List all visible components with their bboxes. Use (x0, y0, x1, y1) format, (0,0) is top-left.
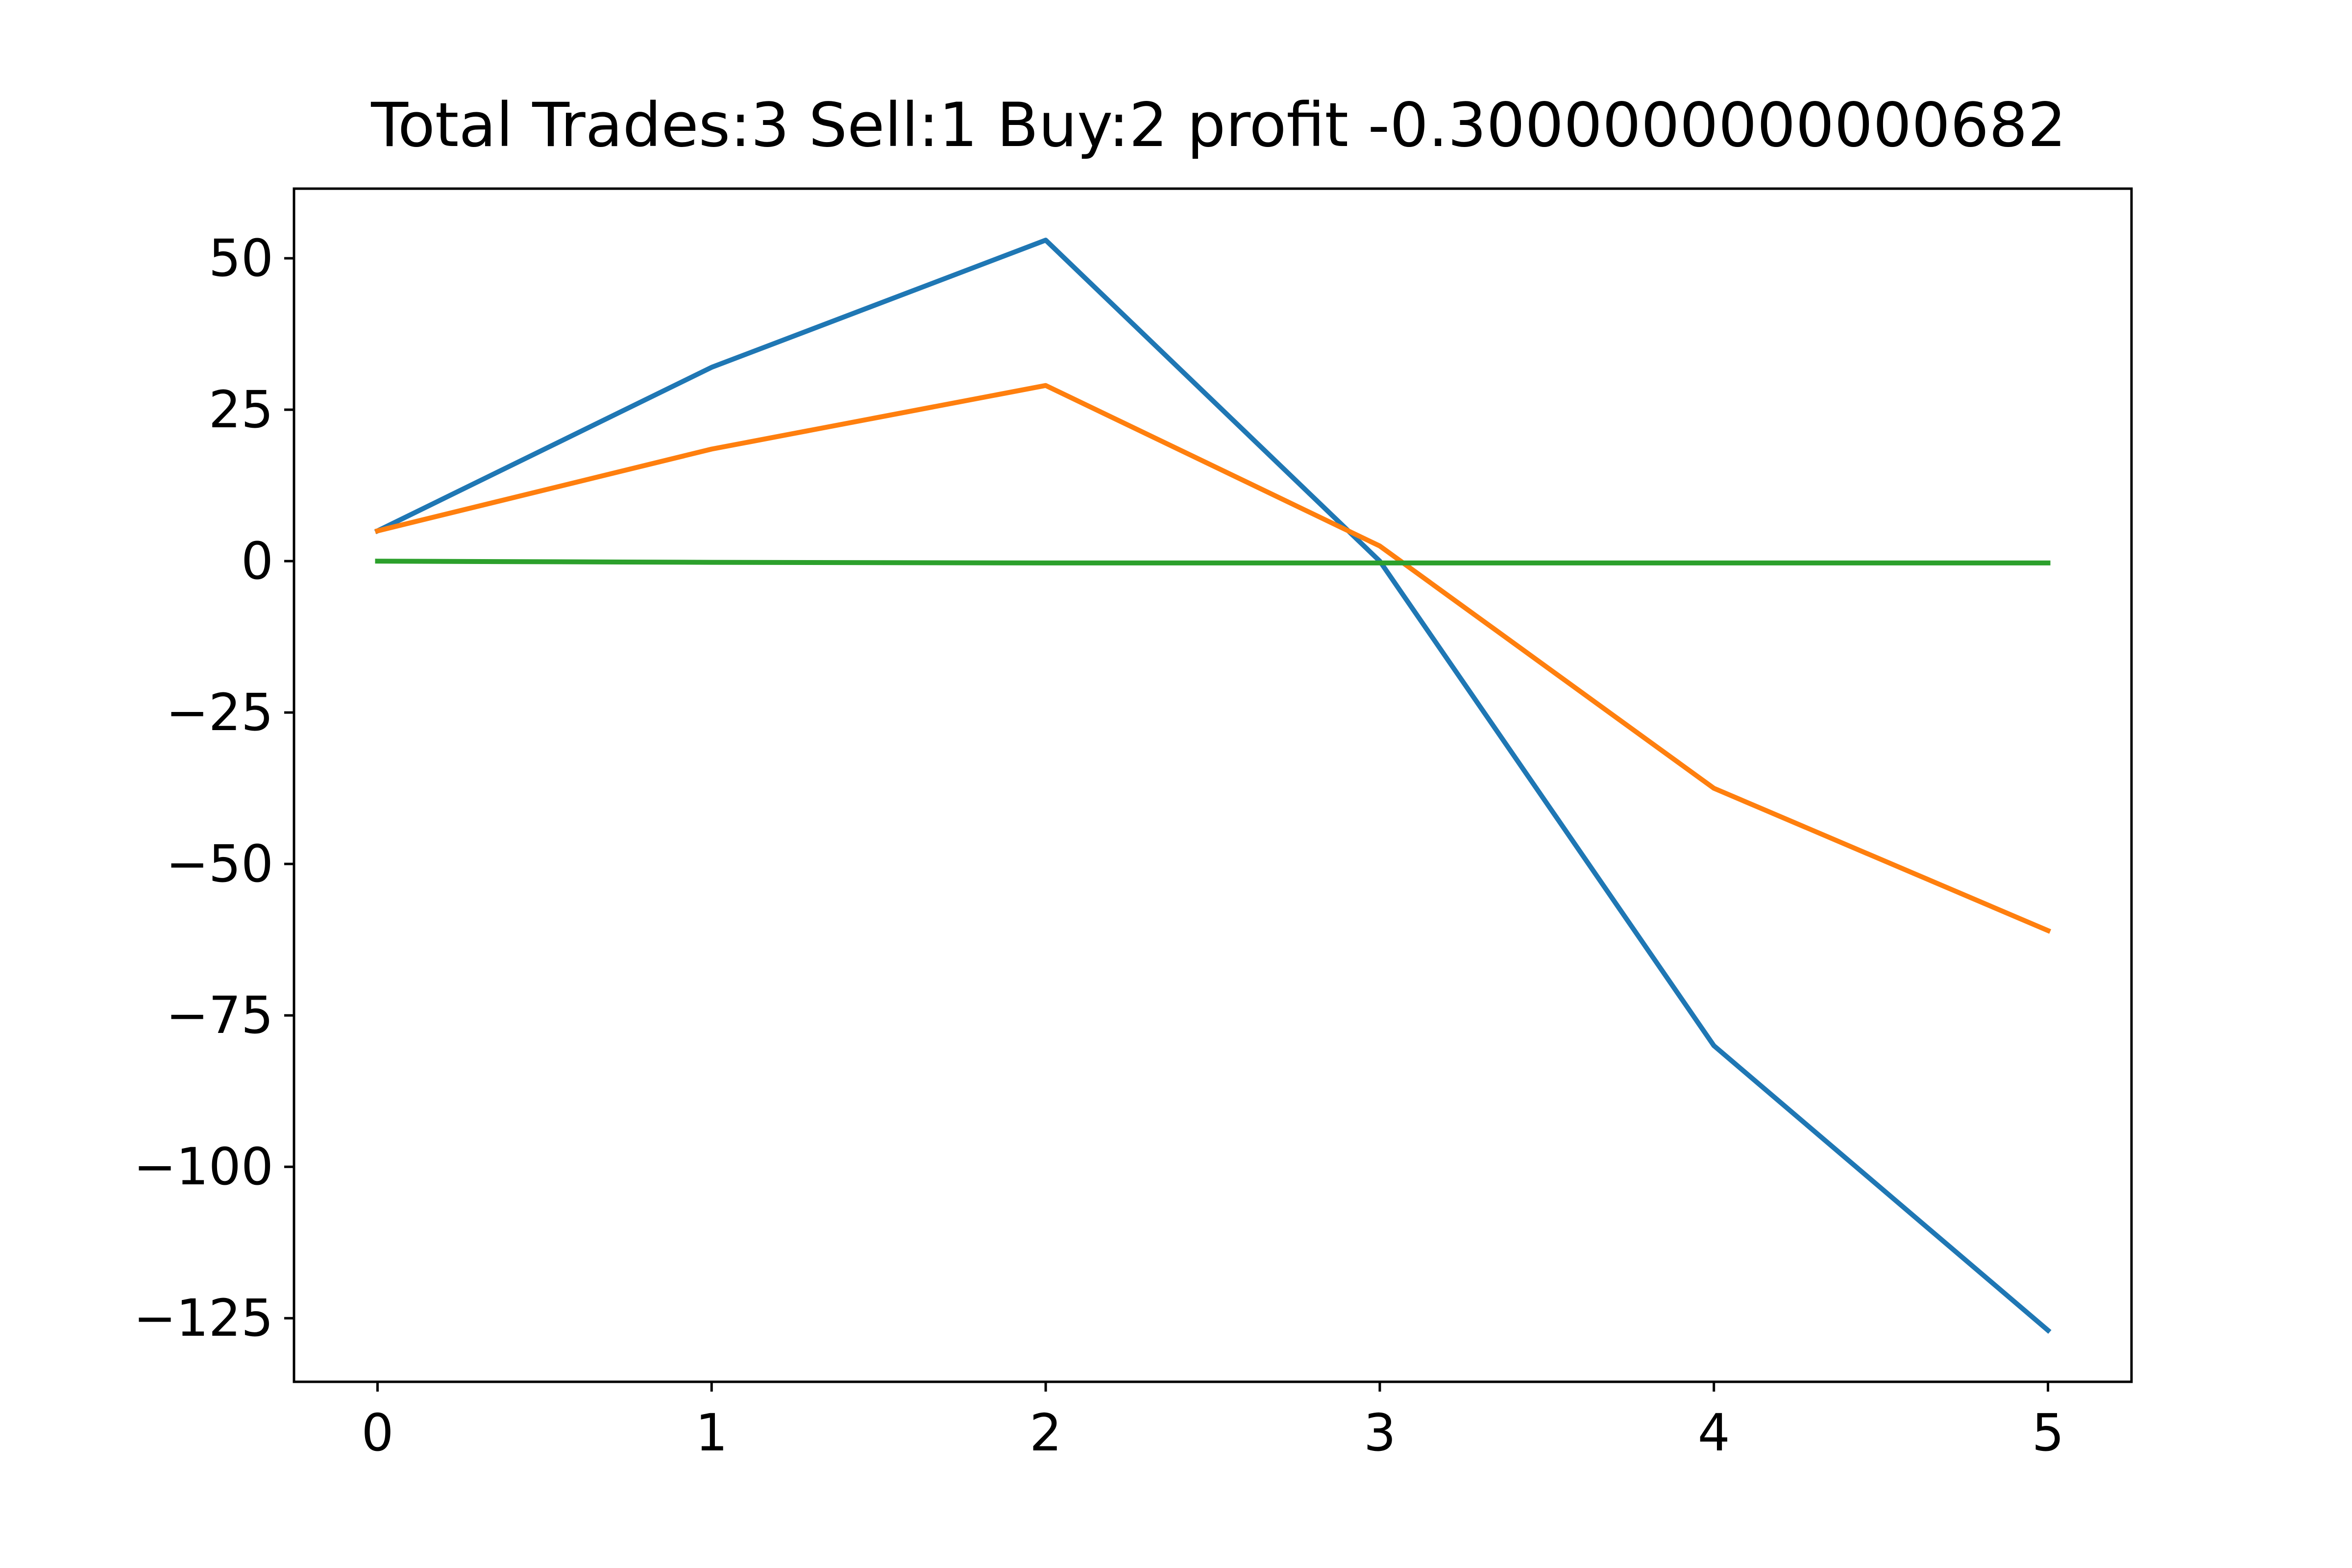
y-tick-label: −125 (133, 1288, 273, 1348)
y-tick-label: 50 (209, 228, 273, 288)
chart-title: Total Trades:3 Sell:1 Buy:2 profit -0.30… (370, 90, 2066, 161)
series-line-2 (374, 383, 2052, 934)
axes-frame (293, 187, 2133, 1383)
y-axis-ticks: 50 25 0 −25 −50 −75 −100 −125 (133, 228, 294, 1348)
x-axis-ticks: 0 1 2 3 4 5 (361, 1382, 2064, 1463)
x-tick-label: 5 (2032, 1403, 2064, 1463)
y-tick-label: −75 (166, 985, 273, 1045)
y-tick-label: −100 (133, 1137, 273, 1197)
x-tick-label: 3 (1364, 1403, 1396, 1463)
y-tick-label: 0 (241, 531, 273, 591)
x-tick-label: 4 (1698, 1403, 1730, 1463)
y-tick-label: −50 (166, 834, 273, 894)
y-tick-label: −25 (166, 683, 273, 742)
x-tick-label: 0 (361, 1403, 393, 1463)
series-line-1 (374, 238, 2052, 1334)
series-layer (374, 238, 2052, 1334)
x-tick-label: 1 (695, 1403, 728, 1463)
x-tick-label: 2 (1029, 1403, 1062, 1463)
series-line-3 (375, 559, 2051, 565)
y-tick-label: 25 (209, 380, 273, 440)
